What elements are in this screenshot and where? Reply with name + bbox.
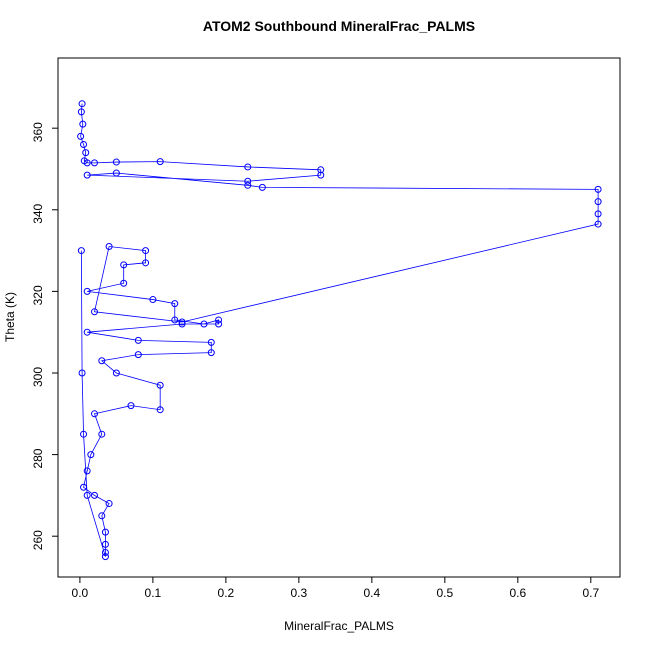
data-point (80, 483, 88, 491)
data-point (149, 296, 157, 304)
x-tick-label: 0.5 (436, 586, 453, 600)
data-point (244, 177, 252, 185)
data-point (87, 451, 95, 459)
series-line (80, 103, 599, 557)
data-point (200, 320, 208, 328)
data-point (98, 430, 106, 438)
data-point (215, 320, 223, 328)
data-point (112, 369, 120, 377)
data-point (101, 553, 109, 561)
data-point (156, 158, 164, 166)
data-point (83, 171, 91, 179)
data-point (171, 316, 179, 324)
data-point (207, 338, 215, 346)
x-tick-label: 0.7 (582, 586, 599, 600)
x-tick-label: 0.4 (364, 586, 381, 600)
data-point (78, 100, 86, 108)
data-point (77, 132, 85, 140)
x-tick-label: 0.2 (218, 586, 235, 600)
x-axis-label: MineralFrac_PALMS (284, 619, 394, 633)
data-point (98, 512, 106, 520)
data-point (101, 549, 109, 557)
data-point (317, 171, 325, 179)
data-point (594, 198, 602, 206)
data-point (142, 247, 150, 255)
data-point (80, 141, 88, 148)
data-point (317, 166, 325, 174)
data-point (178, 320, 186, 328)
data-point (83, 491, 91, 499)
x-tick-label: 0.0 (72, 586, 89, 600)
y-tick-label: 340 (31, 203, 45, 223)
data-point (112, 158, 120, 166)
data-point (244, 163, 252, 171)
y-tick-label: 260 (31, 530, 45, 550)
data-point (594, 185, 602, 193)
data-point (156, 381, 164, 389)
data-point (178, 318, 186, 326)
data-point (120, 261, 128, 269)
x-tick-label: 0.3 (291, 586, 308, 600)
chart-title: ATOM2 Southbound MineralFrac_PALMS (203, 18, 475, 34)
data-point (79, 120, 87, 128)
data-point (77, 247, 85, 255)
data-point (98, 357, 106, 365)
data-point (244, 181, 252, 189)
data-point (82, 149, 90, 157)
y-tick-label: 280 (31, 448, 45, 468)
data-point (90, 410, 98, 418)
data-point (258, 183, 266, 191)
data-point (156, 406, 164, 414)
data-point (83, 287, 91, 295)
data-point (127, 402, 135, 410)
data-point (90, 308, 98, 316)
data-point (215, 316, 223, 324)
y-tick-label: 360 (31, 122, 45, 142)
data-point (80, 430, 88, 438)
data-point (83, 159, 91, 167)
data-point (120, 279, 128, 287)
y-axis-label: Theta (K) (3, 292, 17, 342)
data-point (90, 159, 98, 167)
data-point (77, 108, 85, 116)
data-point (171, 300, 179, 308)
data-point (105, 243, 113, 251)
data-point (207, 349, 215, 357)
data-point (83, 467, 91, 475)
y-tick-label: 300 (31, 367, 45, 387)
data-point (105, 500, 113, 508)
data-point (142, 259, 150, 267)
x-tick-label: 0.1 (145, 586, 162, 600)
data-point (90, 491, 98, 499)
data-point (101, 540, 109, 548)
y-tick-label: 320 (31, 285, 45, 305)
data-point (112, 169, 120, 177)
data-point (594, 220, 602, 228)
data-point (134, 351, 142, 359)
data-point (83, 328, 91, 336)
data-point (134, 336, 142, 344)
data-point (594, 210, 602, 218)
x-tick-label: 0.6 (509, 586, 526, 600)
data-point (78, 369, 86, 377)
data-point (101, 528, 109, 536)
